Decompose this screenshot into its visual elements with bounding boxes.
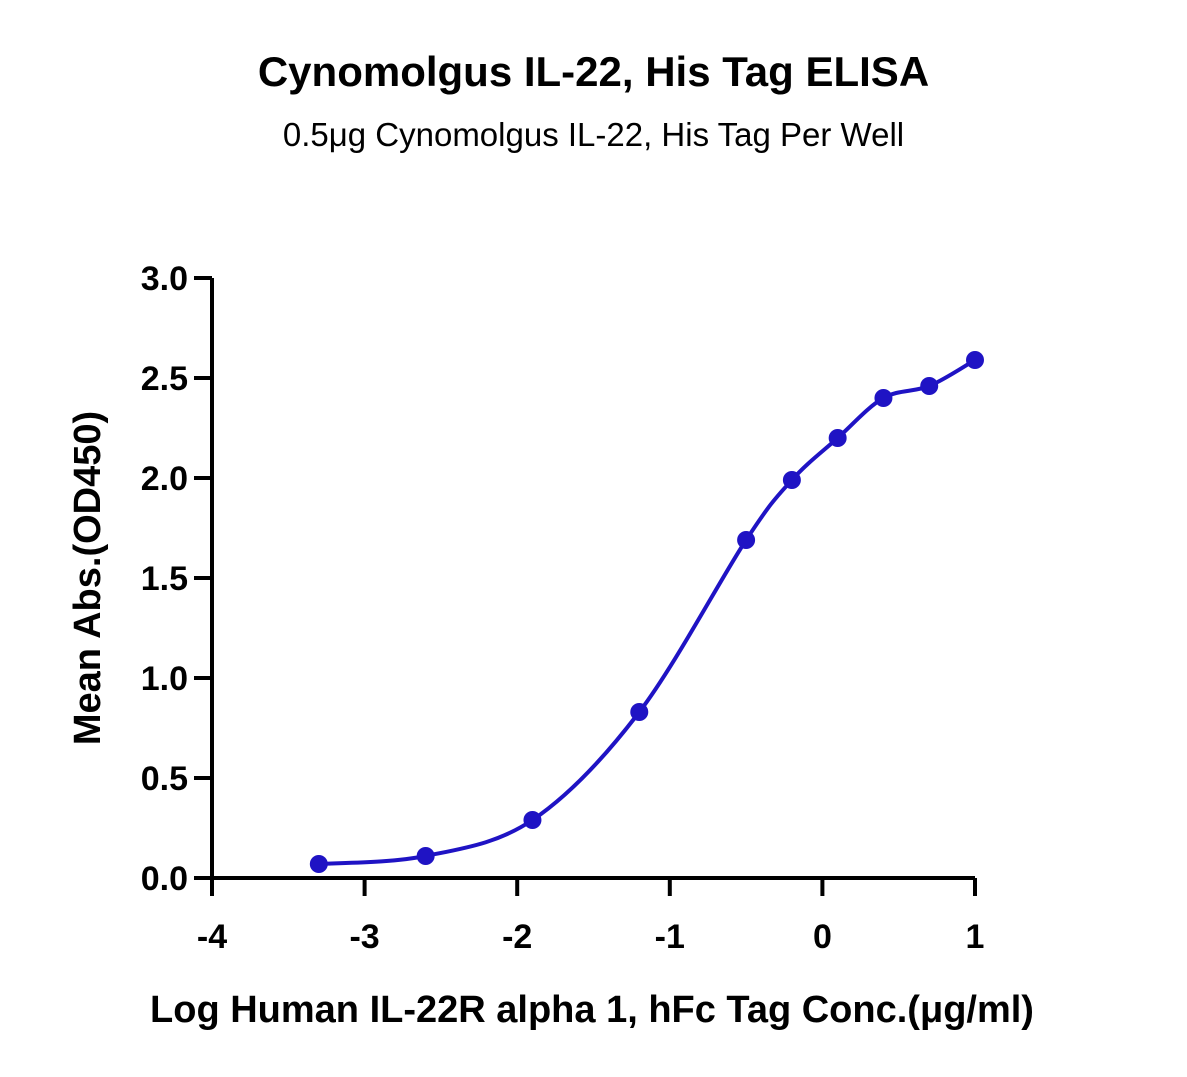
y-tick-label: 1.5 xyxy=(141,560,188,598)
chart-title: Cynomolgus IL-22, His Tag ELISA xyxy=(257,48,930,95)
data-point xyxy=(309,855,328,873)
y-tick-label: 2.0 xyxy=(141,460,188,498)
data-point xyxy=(920,377,939,395)
axes: 0.0 0.5 1.0 1.5 2.0 2.5 3.0 -4 -3 -2 -1 0 1 xyxy=(141,260,985,956)
data-point xyxy=(523,811,542,829)
data-point xyxy=(630,703,649,721)
y-tick-label: 2.5 xyxy=(141,360,188,398)
y-tick-label: 0.5 xyxy=(141,760,188,798)
data-point xyxy=(737,531,756,549)
fit-curve xyxy=(318,358,976,866)
chart-subtitle: 0.5μg Cynomolgus IL-22, His Tag Per Well xyxy=(282,116,905,153)
x-tick-label: -1 xyxy=(655,918,685,956)
y-tick-label: 1.0 xyxy=(141,660,188,698)
x-axis-label: Log Human IL-22R alpha 1, hFc Tag Conc.(… xyxy=(150,989,1034,1031)
data-point xyxy=(416,847,435,865)
data-points-layer xyxy=(309,351,984,873)
x-tick-label: 1 xyxy=(966,918,985,956)
data-point xyxy=(966,351,984,369)
x-tick-label: -3 xyxy=(349,918,379,956)
data-point xyxy=(782,471,801,489)
x-tick-label: -4 xyxy=(197,918,227,956)
y-tick-label: 0.0 xyxy=(141,860,188,898)
fit-curve-layer xyxy=(318,358,976,866)
data-point xyxy=(874,389,893,407)
y-axis-label: Mean Abs.(OD450) xyxy=(67,411,109,745)
y-tick-label: 3.0 xyxy=(141,260,188,298)
x-tick-label: 0 xyxy=(813,918,832,956)
x-tick-label: -2 xyxy=(502,918,532,956)
data-point xyxy=(828,429,847,447)
